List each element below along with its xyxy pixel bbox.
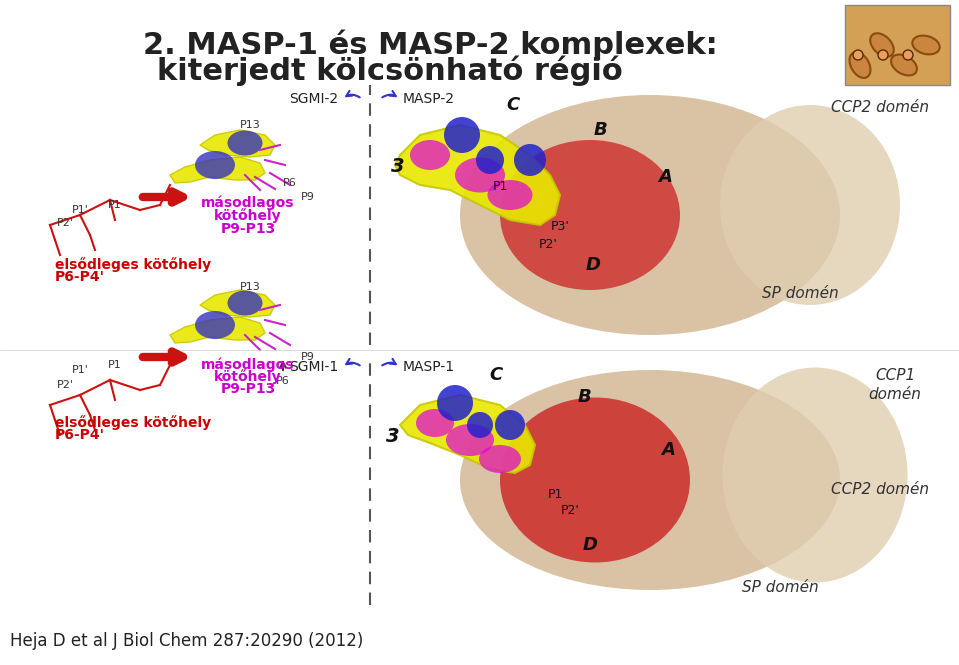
Ellipse shape (870, 33, 894, 57)
Ellipse shape (195, 311, 235, 339)
Circle shape (437, 385, 473, 421)
Text: P13: P13 (240, 282, 261, 292)
Ellipse shape (460, 370, 840, 590)
Text: P6: P6 (276, 376, 290, 386)
Text: kötőhely: kötőhely (214, 209, 282, 223)
Ellipse shape (891, 55, 917, 75)
Text: SP domén: SP domén (741, 579, 818, 595)
Text: P6-P4': P6-P4' (55, 270, 105, 284)
Text: kötőhely: kötőhely (214, 370, 282, 384)
Circle shape (444, 117, 480, 153)
Text: B: B (593, 121, 607, 139)
Polygon shape (170, 157, 265, 183)
Ellipse shape (455, 158, 505, 192)
Polygon shape (395, 125, 560, 225)
Text: P1: P1 (548, 489, 563, 501)
Text: C: C (489, 366, 503, 384)
Text: 3: 3 (391, 158, 405, 176)
Text: SP domén: SP domén (761, 285, 838, 301)
Text: P13: P13 (240, 120, 261, 130)
Text: MASP-2: MASP-2 (403, 92, 455, 106)
Circle shape (514, 144, 546, 176)
Ellipse shape (912, 36, 940, 55)
Circle shape (476, 146, 504, 174)
Ellipse shape (227, 130, 263, 156)
Ellipse shape (479, 445, 521, 473)
Text: P1: P1 (108, 360, 122, 370)
Ellipse shape (722, 368, 907, 583)
Text: A: A (658, 168, 672, 186)
Polygon shape (200, 290, 275, 317)
Text: Heja D et al J Biol Chem 287:20290 (2012): Heja D et al J Biol Chem 287:20290 (2012… (10, 632, 363, 650)
Text: elsődleges kötőhely: elsődleges kötőhely (55, 416, 211, 430)
Ellipse shape (500, 140, 680, 290)
Text: B: B (578, 388, 592, 406)
Text: P2': P2' (539, 239, 557, 251)
Ellipse shape (850, 52, 871, 78)
Text: P1': P1' (72, 205, 88, 215)
Text: P3': P3' (550, 221, 570, 233)
Text: P9: P9 (301, 352, 315, 362)
Polygon shape (170, 317, 265, 343)
Ellipse shape (227, 291, 263, 315)
Text: másodlagos: másodlagos (201, 358, 294, 372)
Ellipse shape (500, 398, 690, 563)
Ellipse shape (720, 105, 900, 305)
Text: P2': P2' (57, 218, 74, 228)
Text: kiterjedt kölcsönható régió: kiterjedt kölcsönható régió (157, 55, 623, 86)
Text: D: D (582, 536, 597, 554)
Text: elsődleges kötőhely: elsődleges kötőhely (55, 257, 211, 273)
Text: P6-P4': P6-P4' (55, 428, 105, 442)
Text: P9-P13: P9-P13 (221, 382, 275, 396)
Text: A: A (661, 441, 675, 459)
Ellipse shape (446, 424, 494, 456)
Circle shape (878, 50, 888, 60)
Text: D: D (586, 256, 600, 274)
Ellipse shape (195, 151, 235, 179)
Text: 2. MASP-1 és MASP-2 komplexek:: 2. MASP-1 és MASP-2 komplexek: (143, 30, 717, 61)
Polygon shape (400, 395, 535, 473)
Ellipse shape (410, 140, 450, 170)
Polygon shape (200, 130, 275, 157)
FancyBboxPatch shape (845, 5, 950, 85)
Text: 3: 3 (386, 428, 400, 446)
Text: CCP2 domén: CCP2 domén (831, 483, 929, 497)
Ellipse shape (460, 95, 840, 335)
Text: P6: P6 (283, 178, 297, 188)
Text: CCP1
domén: CCP1 domén (869, 368, 922, 402)
Text: SGMI-1: SGMI-1 (289, 360, 338, 374)
Text: P9-P13: P9-P13 (221, 222, 275, 236)
Text: P9: P9 (301, 192, 315, 202)
Text: C: C (506, 96, 520, 114)
Circle shape (495, 410, 525, 440)
Ellipse shape (487, 180, 532, 210)
Circle shape (903, 50, 913, 60)
Text: másodlagos: másodlagos (201, 196, 294, 210)
Text: P1: P1 (492, 180, 507, 194)
Text: CCP2 domén: CCP2 domén (831, 100, 929, 114)
Text: P1': P1' (72, 365, 88, 375)
Text: SGMI-2: SGMI-2 (289, 92, 338, 106)
Text: P1: P1 (108, 200, 122, 210)
Text: P2': P2' (57, 380, 74, 390)
Text: P2': P2' (561, 503, 579, 517)
Text: MASP-1: MASP-1 (403, 360, 456, 374)
Circle shape (467, 412, 493, 438)
Ellipse shape (416, 409, 454, 437)
Circle shape (853, 50, 863, 60)
